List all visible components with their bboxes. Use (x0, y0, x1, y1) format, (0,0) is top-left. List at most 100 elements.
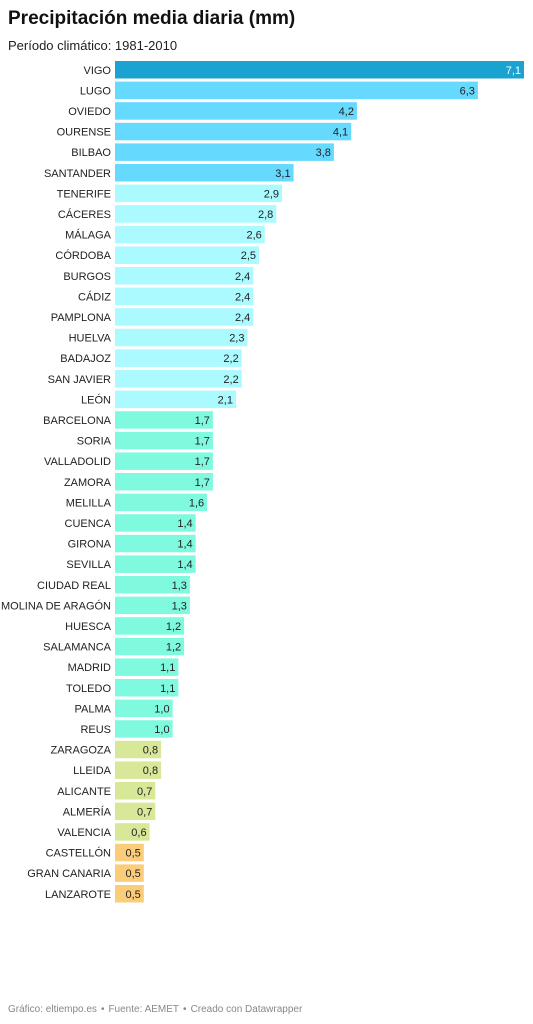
category-label: ALICANTE (57, 786, 111, 798)
value-label: 1,2 (166, 621, 181, 633)
category-label: VIGO (83, 65, 111, 77)
bar (115, 493, 208, 512)
value-label: 1,3 (172, 580, 187, 592)
value-label: 1,3 (172, 600, 187, 612)
bar (115, 843, 144, 862)
bar (115, 761, 162, 779)
bar (115, 328, 248, 347)
category-label: SALAMANCA (43, 642, 112, 654)
value-label: 3,1 (275, 168, 290, 180)
value-label: 0,5 (126, 848, 141, 860)
value-label: 1,4 (177, 559, 192, 571)
bar (115, 452, 213, 470)
category-label: TENERIFE (57, 188, 111, 200)
bar (115, 184, 283, 203)
category-label: SAN JAVIER (48, 374, 111, 386)
bar (115, 308, 254, 326)
value-label: 7,1 (506, 65, 521, 77)
category-label: CÁCERES (58, 208, 111, 221)
value-label: 2,2 (223, 353, 238, 365)
bar (115, 720, 173, 738)
bar (115, 576, 190, 594)
category-label: MELILLA (66, 497, 112, 509)
category-label: LUGO (80, 85, 112, 97)
bar (115, 287, 254, 306)
value-label: 2,8 (258, 209, 273, 221)
value-label: 0,7 (137, 786, 152, 798)
value-label: 4,2 (339, 106, 354, 118)
value-label: 2,1 (218, 394, 233, 406)
category-label: OVIEDO (68, 106, 111, 118)
category-label: ZAMORA (64, 477, 112, 489)
value-label: 2,5 (241, 250, 256, 262)
category-label: BARCELONA (43, 415, 112, 427)
bar (115, 802, 156, 821)
category-label: LEÓN (81, 393, 111, 406)
category-label: BILBAO (71, 147, 111, 159)
bar (115, 514, 196, 532)
category-label: HUELVA (69, 333, 112, 345)
bar-chart: VIGO 7,1 LUGO 6,3 OVIEDO 4,2 OURENSE 4,1 BILBAO 3… (1, 61, 524, 903)
bar (115, 658, 179, 676)
category-label: MADRID (68, 662, 111, 674)
category-label: ALMERÍA (63, 805, 112, 818)
bar (115, 370, 242, 388)
chart-footer: Gráfico: eltiempo.es • Fuente: AEMET • Cread… (8, 1004, 302, 1015)
value-label: 2,4 (235, 291, 250, 303)
value-label: 1,7 (195, 456, 210, 468)
bar (115, 823, 150, 841)
bar (115, 431, 213, 450)
category-label: SORIA (77, 436, 112, 448)
value-label: 6,3 (460, 85, 475, 97)
value-label: 2,4 (235, 271, 250, 283)
footer-credit: Gráfico: eltiempo.es (8, 1004, 97, 1015)
bar (115, 164, 294, 182)
category-label: SEVILLA (66, 559, 111, 571)
bar (115, 205, 277, 223)
bar (115, 864, 144, 882)
bar (115, 555, 196, 573)
chart-title: Precipitación media diaria (mm) (8, 8, 296, 29)
value-label: 0,5 (126, 889, 141, 901)
chart-subtitle: Período climático: 1981-2010 (8, 38, 178, 53)
bar (115, 81, 478, 100)
category-label: CÓRDOBA (55, 249, 111, 262)
bar (115, 102, 357, 120)
value-label: 0,7 (137, 806, 152, 818)
value-label: 0,5 (126, 868, 141, 880)
value-label: 3,8 (316, 147, 331, 159)
category-label: TOLEDO (66, 683, 111, 695)
category-label: BURGOS (63, 271, 111, 283)
value-label: 2,2 (223, 374, 238, 386)
bar (115, 61, 524, 79)
category-label: PAMPLONA (51, 312, 112, 324)
value-label: 4,1 (333, 127, 348, 139)
bar (115, 349, 242, 367)
bar (115, 390, 236, 409)
value-label: 1,0 (154, 724, 169, 736)
value-label: 1,4 (177, 518, 192, 530)
bar (115, 411, 213, 429)
value-label: 2,9 (264, 188, 279, 200)
footer-tool: Creado con Datawrapper (190, 1004, 303, 1015)
bar (115, 637, 185, 656)
value-label: 1,7 (195, 436, 210, 448)
category-label: LLEIDA (73, 765, 112, 777)
bar (115, 246, 260, 264)
bar (115, 596, 190, 615)
category-label: ZARAGOZA (50, 745, 111, 757)
category-label: GIRONA (68, 539, 112, 551)
bar (115, 885, 144, 903)
category-label: OURENSE (57, 127, 111, 139)
category-label: BADAJOZ (60, 353, 111, 365)
footer-source: Fuente: AEMET (108, 1004, 180, 1015)
category-label: PALMA (75, 703, 112, 715)
bar (115, 122, 352, 141)
bar (115, 617, 185, 635)
category-label: GRAN CANARIA (27, 868, 111, 880)
category-label: SANTANDER (44, 168, 111, 180)
value-label: 1,7 (195, 477, 210, 489)
bar (115, 679, 179, 697)
category-label: CASTELLÓN (46, 847, 111, 860)
value-label: 2,4 (235, 312, 250, 324)
